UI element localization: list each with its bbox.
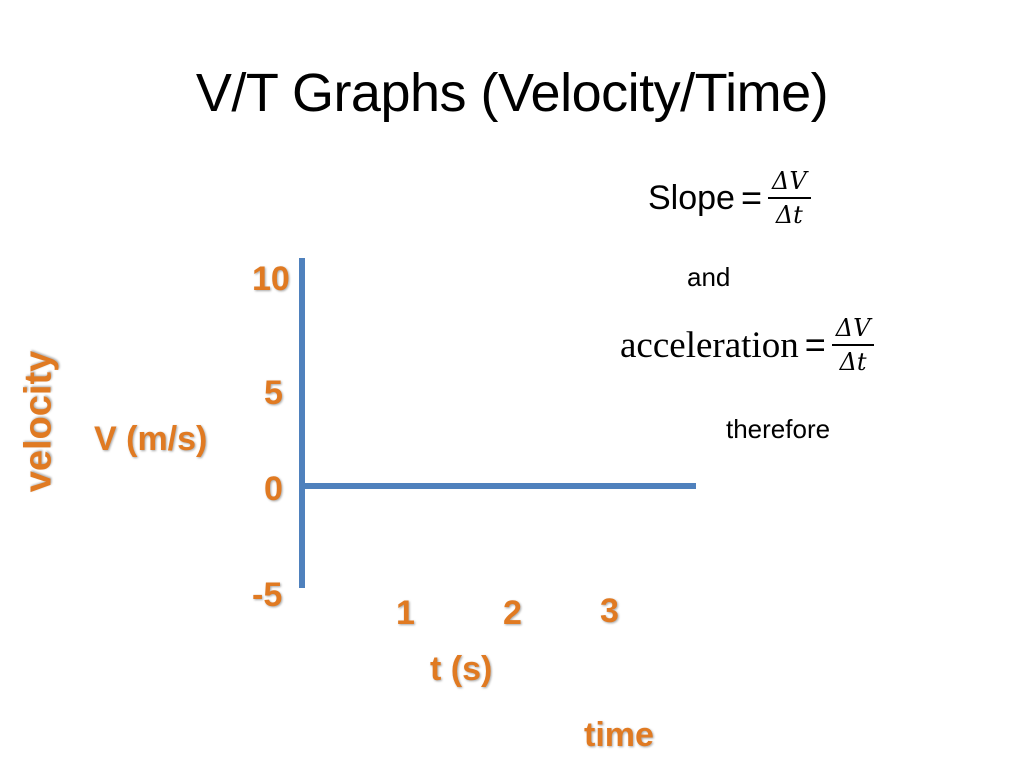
y-tick-label: 0: [264, 470, 283, 508]
equals-sign: =: [740, 177, 762, 218]
acceleration-denominator: Δt: [839, 348, 867, 376]
slope-word: Slope: [648, 178, 735, 217]
acceleration-word: acceleration: [620, 324, 799, 366]
acceleration-equation: acceleration = ΔV Δt: [620, 312, 875, 378]
y-tick-label: -5: [252, 576, 283, 614]
connector-therefore: therefore: [726, 414, 831, 444]
y-tick-label: 10: [252, 260, 290, 298]
acceleration-fraction: ΔV Δt: [831, 312, 875, 378]
slope-denominator: Δt: [775, 201, 803, 229]
x-tick-label: 1: [396, 594, 415, 632]
y-tick-label: 5: [264, 374, 283, 412]
slope-equation: Slope = ΔV Δt: [648, 165, 811, 231]
y-axis-word: velocity: [17, 350, 60, 493]
slope-numerator: ΔV: [768, 165, 811, 199]
slide-title: V/T Graphs (Velocity/Time): [195, 63, 829, 123]
connector-and: and: [687, 262, 731, 292]
x-axis-label: t (s): [430, 650, 493, 688]
equals-sign: =: [804, 324, 826, 365]
y-axis-label: V (m/s): [94, 420, 208, 458]
x-axis-word: time: [584, 716, 654, 754]
acceleration-numerator: ΔV: [831, 312, 875, 346]
x-tick-label: 2: [503, 594, 522, 632]
x-tick-label: 3: [600, 592, 619, 630]
slope-fraction: ΔV Δt: [768, 165, 811, 231]
